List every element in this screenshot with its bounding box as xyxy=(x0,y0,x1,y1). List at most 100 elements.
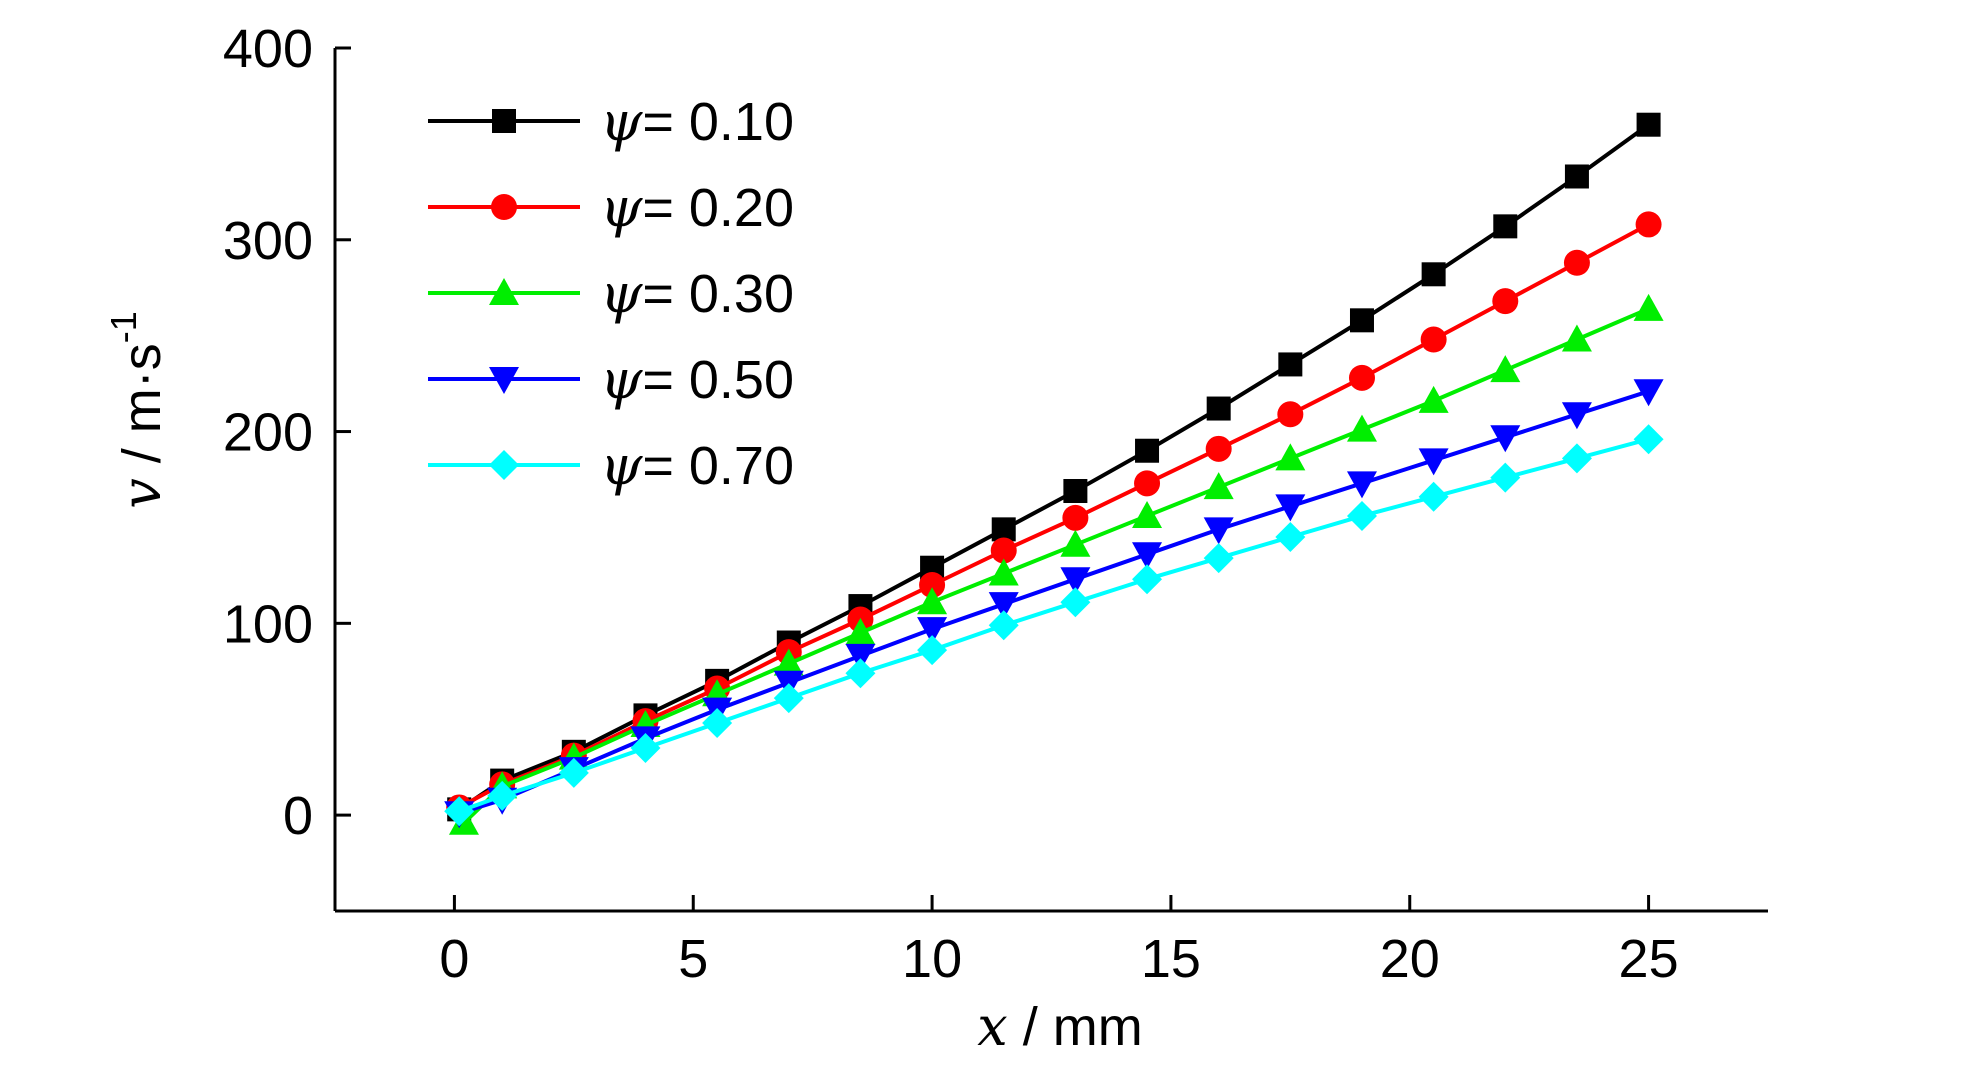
legend-item: ψ= 0.10 xyxy=(428,90,794,153)
legend-value: = 0.20 xyxy=(642,178,794,238)
circle-marker xyxy=(1134,470,1161,497)
legend-symbol: ψ xyxy=(600,434,643,497)
y-axis-variable: v xyxy=(110,478,173,509)
legend-symbol: ψ xyxy=(600,90,643,153)
series-line xyxy=(458,389,1650,816)
legend-label: ψ= 0.70 xyxy=(600,434,794,497)
y-tick-label: 100 xyxy=(223,594,313,654)
x-axis-variable: x xyxy=(977,995,1007,1058)
diamond-marker xyxy=(702,708,733,739)
square-marker xyxy=(1349,308,1374,333)
square-marker xyxy=(1063,479,1088,504)
y-axis-unit-exponent: -1 xyxy=(103,311,144,343)
triangle-up-marker xyxy=(1275,443,1306,471)
triangle-up-marker xyxy=(1346,414,1377,442)
x-axis-title: x / mm xyxy=(977,995,1142,1058)
x-tick-label: 5 xyxy=(678,929,708,989)
diamond-marker xyxy=(489,450,519,480)
diamond-marker xyxy=(487,780,518,811)
square-marker xyxy=(1564,164,1589,189)
diamond-marker xyxy=(1633,424,1664,455)
circle-marker xyxy=(919,571,946,598)
square-marker xyxy=(492,109,516,133)
square-marker xyxy=(1636,112,1661,137)
triangle-down-marker xyxy=(1060,567,1091,595)
x-tick-label: 15 xyxy=(1141,929,1201,989)
legend-value: = 0.10 xyxy=(642,92,794,152)
x-tick-label: 25 xyxy=(1619,929,1679,989)
legend-value: = 0.50 xyxy=(642,350,794,410)
axes: 0 5 10 15 20 25 0 100 200 300 400 xyxy=(223,19,1768,989)
circle-marker xyxy=(1635,211,1662,238)
diamond-marker xyxy=(1060,587,1091,618)
x-tick-label: 0 xyxy=(439,929,469,989)
legend-symbol: ψ xyxy=(600,262,643,325)
legend-item: ψ= 0.30 xyxy=(428,262,794,325)
diamond-marker xyxy=(630,732,661,763)
circle-marker xyxy=(990,537,1017,564)
diamond-marker xyxy=(444,796,475,827)
triangle-up-marker xyxy=(773,648,804,676)
circle-marker xyxy=(1563,249,1590,276)
triangle-down-marker xyxy=(489,367,519,394)
triangle-up-marker xyxy=(845,617,876,645)
legend-item: ψ= 0.20 xyxy=(428,176,794,239)
diamond-marker xyxy=(1132,564,1163,595)
legend-item: ψ= 0.50 xyxy=(428,348,794,411)
legend-symbol: ψ xyxy=(600,348,643,411)
diamond-marker xyxy=(988,610,1019,641)
triangle-down-marker xyxy=(1275,494,1306,522)
triangle-down-marker xyxy=(1203,517,1234,545)
triangle-down-marker xyxy=(1132,542,1163,570)
diamond-marker xyxy=(1418,481,1449,512)
square-marker xyxy=(991,517,1016,542)
diamond-marker xyxy=(773,683,804,714)
y-tick-label: 300 xyxy=(223,211,313,271)
diamond-marker xyxy=(845,658,876,689)
legend-label: ψ= 0.50 xyxy=(600,348,794,411)
square-marker xyxy=(1493,214,1518,239)
legend-value: = 0.70 xyxy=(642,436,794,496)
circle-marker xyxy=(491,194,517,220)
triangle-down-marker xyxy=(988,592,1019,620)
triangle-down-marker xyxy=(1633,379,1664,407)
x-tick-label: 10 xyxy=(902,929,962,989)
triangle-up-marker xyxy=(1490,355,1521,383)
x-tick-label: 20 xyxy=(1380,929,1440,989)
circle-marker xyxy=(1420,326,1447,353)
legend-value: = 0.30 xyxy=(642,264,794,324)
triangle-down-marker xyxy=(917,617,948,645)
triangle-up-marker xyxy=(1060,529,1091,557)
y-tick-label: 400 xyxy=(223,19,313,79)
circle-marker xyxy=(1277,401,1304,428)
triangle-up-marker xyxy=(489,278,519,305)
diamond-marker xyxy=(917,635,948,666)
square-marker xyxy=(1421,262,1446,287)
x-axis-unit: / mm xyxy=(1008,997,1143,1057)
circle-marker xyxy=(1492,288,1519,315)
circle-marker xyxy=(1062,504,1089,531)
legend-label: ψ= 0.20 xyxy=(600,176,794,239)
square-marker xyxy=(1278,352,1303,377)
triangle-up-marker xyxy=(988,558,1019,586)
legend-label: ψ= 0.30 xyxy=(600,262,794,325)
triangle-down-marker xyxy=(845,643,876,671)
diamond-marker xyxy=(1203,543,1234,574)
triangle-up-marker xyxy=(1633,293,1664,321)
y-tick-label: 200 xyxy=(223,403,313,463)
circle-marker xyxy=(1205,435,1232,462)
legend: ψ= 0.10ψ= 0.20ψ= 0.30ψ= 0.50ψ= 0.70 xyxy=(428,90,794,497)
series-5 xyxy=(444,424,1664,827)
triangle-up-marker xyxy=(1561,324,1592,352)
triangle-up-marker xyxy=(1203,472,1234,500)
y-tick-label: 0 xyxy=(283,786,313,846)
triangle-down-marker xyxy=(1490,425,1521,453)
plot-area xyxy=(444,112,1664,835)
y-axis-title: v / m·s-1 xyxy=(103,311,173,509)
triangle-down-marker xyxy=(1561,402,1592,430)
legend-symbol: ψ xyxy=(600,176,643,239)
diamond-marker xyxy=(558,757,589,788)
diamond-marker xyxy=(1275,522,1306,553)
